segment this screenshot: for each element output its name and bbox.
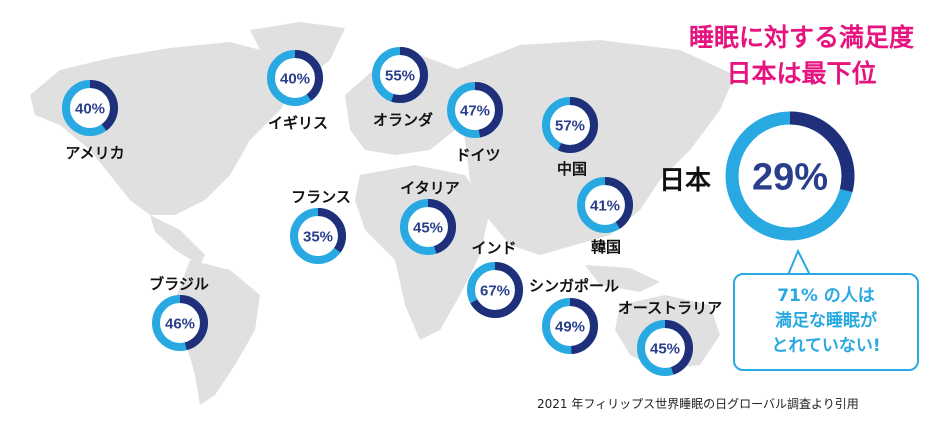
donut-percent-label: 67% [480, 282, 510, 299]
donut-value-arc [637, 320, 693, 376]
donut-value-arc [400, 199, 456, 255]
donut-12: 45% オーストラリア [618, 299, 722, 376]
donut-9: 67% インド [467, 239, 523, 318]
donut-value-arc [542, 298, 598, 354]
donut-percent-label: 40% [280, 70, 310, 87]
donut-value-arc [725, 111, 855, 241]
donut-percent-label: 40% [75, 100, 105, 117]
donut-percent-label: 45% [413, 219, 443, 236]
donut-5: 57% 中国 [542, 97, 598, 178]
callout-tail [787, 249, 811, 276]
donut-3: 55% オランダ [372, 47, 433, 129]
donut-percent-label: 57% [555, 117, 585, 134]
donut-value-arc [372, 47, 428, 103]
country-label: 中国 [557, 160, 587, 178]
donut-8: 41% 韓国 [577, 177, 633, 256]
callout-box: 71% の人は 満足な睡眠が とれていない! [733, 273, 919, 371]
donut-10: 46% ブラジル [149, 275, 209, 351]
title-line-2: 日本は最下位 [726, 59, 877, 88]
country-label: 韓国 [591, 238, 621, 256]
donut-2: 40% イギリス [267, 50, 328, 132]
donut-value-arc [152, 295, 208, 351]
donut-percent-label: 41% [590, 197, 620, 214]
country-label: ドイツ [455, 146, 500, 164]
donut-value-arc [577, 177, 633, 233]
title-line-1: 睡眠に対する満足度 [688, 23, 914, 52]
donut-1: 40% アメリカ [62, 80, 125, 162]
country-label: オランダ [373, 111, 433, 129]
donut-percent-label: 49% [555, 318, 585, 335]
donut-value-arc [467, 262, 523, 318]
country-label: イギリス [268, 114, 328, 132]
country-label: イタリア [400, 179, 459, 197]
donut-7: 45% イタリア [400, 179, 460, 255]
donut-percent-label: 29% [752, 157, 828, 199]
callout-line-3: とれていない! [771, 336, 881, 356]
donut-value-arc [542, 97, 598, 153]
donut-6: 35% フランス [290, 188, 351, 264]
donut-percent-label: 45% [650, 340, 680, 357]
donut-percent-label: 35% [303, 228, 333, 245]
donut-value-arc [447, 82, 503, 138]
country-label: シンガポール [529, 277, 619, 295]
donut-percent-label: 47% [460, 102, 490, 119]
donut-percent-label: 46% [165, 315, 195, 332]
donut-value-arc [290, 208, 346, 264]
country-label: アメリカ [65, 144, 124, 162]
donut-13: 29% [725, 111, 855, 241]
donut-percent-label: 55% [385, 67, 415, 84]
callout-line-1: 71% の人は [777, 286, 875, 306]
country-label: フランス [291, 188, 351, 206]
country-label: オーストラリア [618, 299, 722, 317]
donut-11: 49% シンガポール [529, 277, 619, 354]
source-note: 2021 年フィリップス世界睡眠の日グローバル調査より引用 [537, 397, 859, 411]
japan-label: 日本 [659, 166, 712, 196]
chart-title: 睡眠に対する満足度 日本は最下位 [689, 20, 914, 92]
donut-value-arc [267, 50, 323, 106]
callout-line-2: 満足な睡眠が [775, 311, 877, 331]
donut-value-arc [62, 80, 118, 136]
donut-4: 47% ドイツ [447, 82, 503, 164]
country-label: ブラジル [149, 275, 209, 293]
country-label: インド [471, 239, 516, 257]
